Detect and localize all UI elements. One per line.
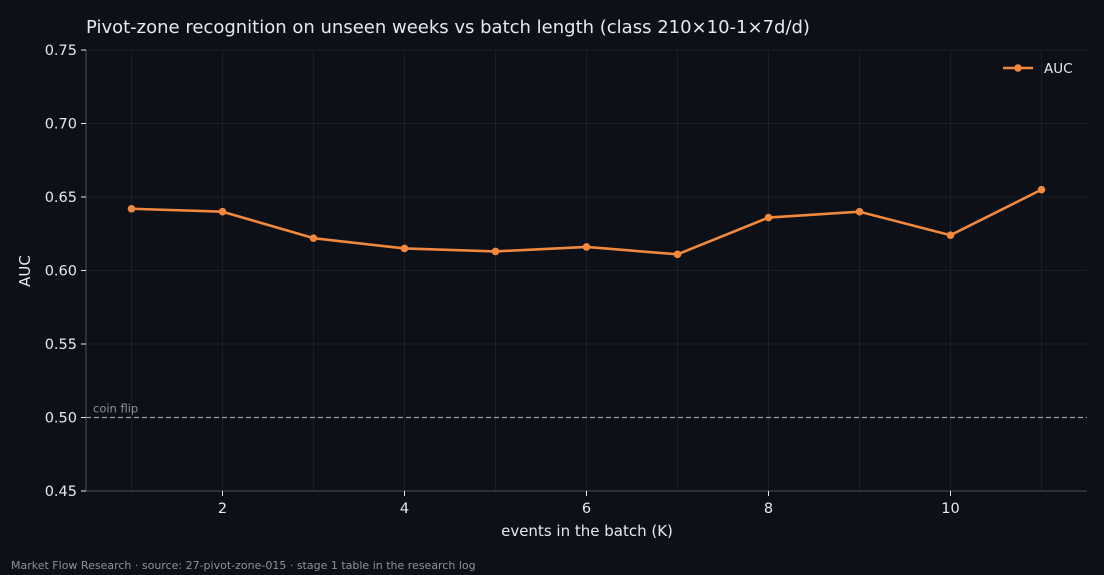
x-tick-label: 8 — [764, 501, 773, 517]
y-tick-label: 0.75 — [45, 43, 77, 59]
data-point — [491, 247, 500, 256]
data-point — [582, 243, 591, 251]
y-tick-label: 0.50 — [45, 411, 77, 427]
x-axis-label: events in the batch (K) — [501, 522, 673, 540]
data-point — [673, 250, 682, 259]
data-point — [946, 231, 955, 240]
ticks: 0.45 0.50 0.55 0.60 0.65 0.70 0.75 2 4 6 8 10 — [45, 43, 960, 517]
y-tick-label: 0.60 — [45, 264, 77, 280]
legend: AUC — [1003, 61, 1073, 77]
data-point — [855, 207, 864, 216]
chart-title: Pivot-zone recognition on unseen weeks v… — [86, 17, 810, 38]
legend-label: AUC — [1044, 61, 1073, 77]
y-tick-label: 0.55 — [45, 337, 77, 353]
data-point — [218, 207, 227, 216]
x-tick-label: 4 — [400, 501, 409, 517]
grid — [86, 49, 1087, 492]
y-axis-label: AUC — [16, 255, 34, 287]
data-point — [309, 234, 318, 242]
x-tick-label: 2 — [218, 501, 227, 517]
y-tick-label: 0.45 — [45, 484, 77, 500]
y-tick-label: 0.65 — [45, 190, 77, 206]
legend-marker — [1014, 64, 1022, 72]
data-point — [127, 204, 136, 213]
reference-line-group: coin flip — [86, 402, 1087, 419]
data-point — [764, 213, 773, 222]
reference-line-label: coin flip — [93, 402, 138, 416]
data-point — [400, 244, 409, 253]
series-group — [127, 185, 1046, 259]
x-tick-label: 6 — [582, 501, 591, 517]
x-tick-label: 10 — [941, 501, 959, 517]
data-point — [1037, 185, 1046, 194]
source-footer: Market Flow Research · source: 27-pivot-… — [11, 559, 476, 572]
y-tick-label: 0.70 — [45, 117, 77, 133]
